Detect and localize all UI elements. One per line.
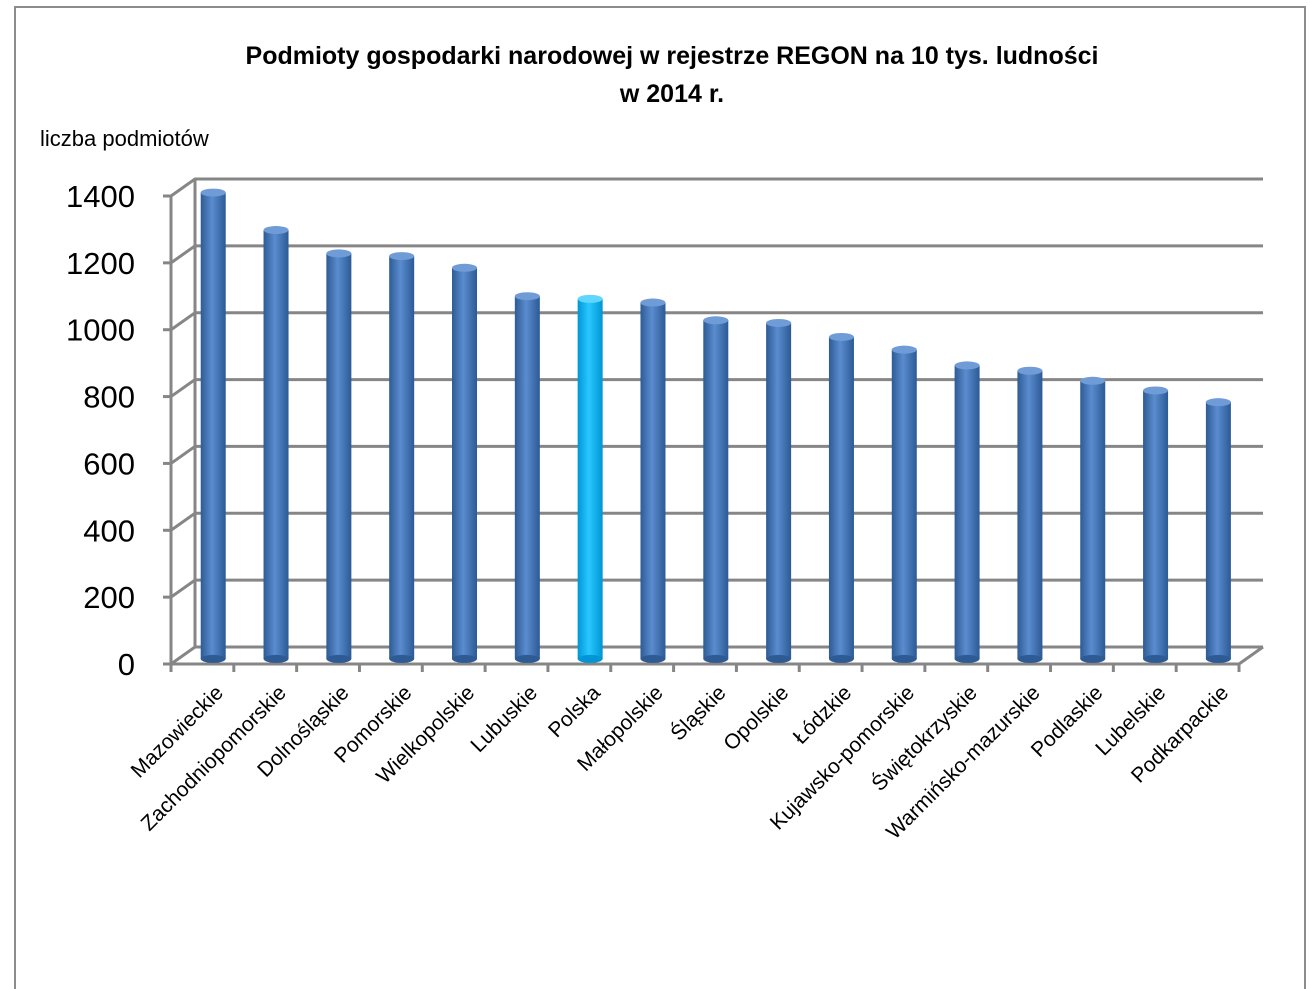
bar-body [766, 322, 792, 659]
bar-body [891, 349, 917, 659]
bar-base [828, 654, 854, 663]
x-axis-ticks: MazowieckieZachodniopomorskieDolnośląski… [127, 664, 1241, 844]
bar-top [200, 188, 226, 197]
bar-body [200, 192, 226, 659]
bar-base [577, 654, 603, 663]
x-tick-label: Polska [544, 681, 605, 742]
chart-title: Podmioty gospodarki narodowej w rejestrz… [246, 42, 1099, 70]
bar-body [389, 256, 415, 659]
bar-base [263, 654, 289, 663]
bar-top [263, 226, 289, 235]
bar [389, 252, 415, 663]
x-tick-label: Świętokrzyskie [867, 681, 982, 796]
bar-top [452, 263, 478, 272]
bar-top [577, 294, 603, 303]
bars [200, 188, 1231, 663]
bar-body [828, 336, 854, 659]
bar [703, 316, 729, 663]
bar-top [954, 361, 980, 370]
bar [1017, 366, 1043, 663]
bar [1080, 376, 1106, 663]
bar-base [452, 654, 478, 663]
bar [640, 298, 666, 663]
bar-top [891, 345, 917, 354]
bar-body [1205, 402, 1231, 659]
bar-body [577, 298, 603, 659]
y-tick-label: 1000 [66, 313, 135, 348]
bar-base [1017, 654, 1043, 663]
bar-top [828, 332, 854, 341]
y-axis-label: liczba podmiotów [40, 126, 209, 151]
bar-base [1143, 654, 1169, 663]
bar-base [389, 654, 415, 663]
bar-base [766, 654, 792, 663]
bar-top [514, 292, 540, 301]
bar-base [1205, 654, 1231, 663]
bar [766, 318, 792, 663]
y-axis-ticks: 0 200 400 600 800 1000 1200 1400 [66, 179, 171, 682]
bar-body [514, 296, 540, 659]
y-tick-label: 600 [83, 446, 135, 481]
bar-body [326, 253, 352, 659]
bar [954, 361, 980, 663]
bar-body [263, 230, 289, 659]
bar-body [1143, 390, 1169, 659]
bar-base [200, 654, 226, 663]
bar-top [1017, 366, 1043, 375]
bar-top [326, 249, 352, 258]
bar-top [640, 298, 666, 307]
bar-top [1205, 398, 1231, 407]
bar [263, 226, 289, 663]
x-tick-label: Lubuskie [466, 681, 542, 757]
bar [326, 249, 352, 663]
x-tick-label: Śląskie [666, 681, 731, 746]
bar [1205, 398, 1231, 663]
bar [452, 263, 478, 663]
bar-base [891, 654, 917, 663]
bar-base [703, 654, 729, 663]
bar [577, 294, 603, 663]
bar [828, 332, 854, 663]
bar [891, 345, 917, 663]
bar-top [1143, 386, 1169, 395]
bar-base [326, 654, 352, 663]
y-tick-label: 0 [118, 647, 135, 682]
bar-top [389, 252, 415, 261]
y-tick-label: 200 [83, 580, 135, 615]
bar-top [703, 316, 729, 325]
bar-body [452, 267, 478, 659]
bar-body [703, 320, 729, 659]
bar-top [1080, 376, 1106, 385]
bar-base [954, 654, 980, 663]
bar [200, 188, 226, 663]
bar-body [1017, 370, 1043, 659]
y-tick-label: 400 [83, 513, 135, 548]
y-tick-label: 1400 [66, 179, 135, 214]
y-tick-label: 1200 [66, 246, 135, 281]
bar-base [514, 654, 540, 663]
floor-edge [1238, 645, 1264, 666]
bar-base [640, 654, 666, 663]
x-tick-label: Opolskie [719, 681, 793, 755]
y-tick-label: 800 [83, 380, 135, 415]
bar [1143, 386, 1169, 663]
chart-subtitle: w 2014 r. [619, 80, 724, 108]
bar-body [1080, 380, 1106, 659]
bar-body [954, 365, 980, 659]
bar-base [1080, 654, 1106, 663]
bar-body [640, 302, 666, 659]
bar [514, 292, 540, 663]
bar-top [766, 318, 792, 327]
axes [169, 179, 1264, 666]
